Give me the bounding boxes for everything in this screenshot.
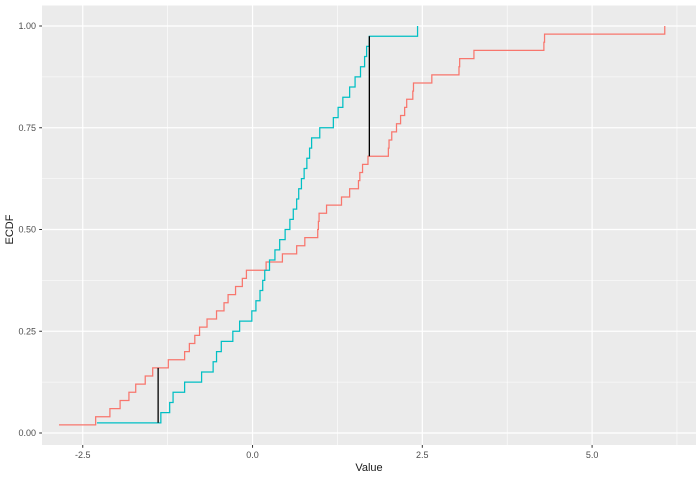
x-axis-tick-label: 5.0 xyxy=(586,450,599,460)
y-axis-tick-label: 0.75 xyxy=(18,123,36,133)
ks-distance-layer xyxy=(157,36,370,423)
x-axis-tick-label: 2.5 xyxy=(416,450,429,460)
y-axis-tick-label: 0.25 xyxy=(18,326,36,336)
sample-1-ecdf-line xyxy=(58,26,666,426)
y-axis-tick-label: 0.50 xyxy=(18,225,36,235)
y-axis-tick-label: 0.00 xyxy=(18,428,36,438)
x-axis-tick-label: -2.5 xyxy=(75,450,91,460)
gridlines-layer xyxy=(42,5,696,445)
series-layer xyxy=(58,26,666,426)
y-axis-tick-label: 1.00 xyxy=(18,21,36,31)
y-axis-title: ECDF xyxy=(4,214,16,244)
x-axis-title: Value xyxy=(355,462,382,474)
x-axis-tick-label: 0.0 xyxy=(246,450,259,460)
sample-2-ecdf-line xyxy=(97,26,419,424)
axes-layer: -2.5 0.0 2.5 5.0 0.00 0.25 0.50 0.75 1.00 xyxy=(18,21,598,460)
